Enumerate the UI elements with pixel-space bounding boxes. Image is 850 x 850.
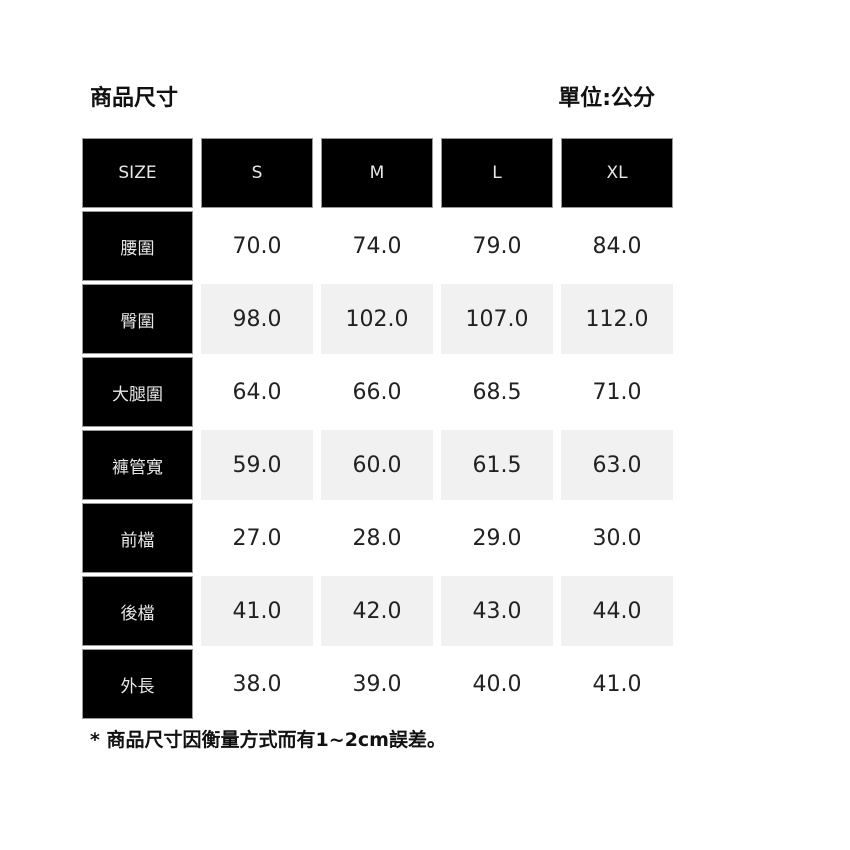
table-cell: 63.0 <box>561 430 673 500</box>
table-cell: 102.0 <box>321 284 433 354</box>
table-cell: 107.0 <box>441 284 553 354</box>
column-header: L <box>441 138 553 208</box>
unit-label: 單位:公分 <box>558 86 655 111</box>
row-header: 褲管寬 <box>82 430 193 500</box>
size-header: SIZE <box>82 138 193 208</box>
table-cell: 28.0 <box>352 525 402 551</box>
table-cell: 39.0 <box>352 671 402 697</box>
table-cell: 42.0 <box>321 576 433 646</box>
table-cell: 98.0 <box>201 284 313 354</box>
table-cell: 64.0 <box>232 379 282 405</box>
table-cell: 38.0 <box>232 671 282 697</box>
table-cell: 43.0 <box>441 576 553 646</box>
row-header: 腰圍 <box>82 211 193 281</box>
table-cell: 29.0 <box>472 525 522 551</box>
table-cell: 30.0 <box>592 525 642 551</box>
row-header: 臀圍 <box>82 284 193 354</box>
table-cell: 60.0 <box>321 430 433 500</box>
column-header: XL <box>561 138 673 208</box>
table-cell: 44.0 <box>561 576 673 646</box>
size-table: SIZE S M L XL 腰圍 70.0 74.0 79.0 84.0 臀圍 98.0 102.0 10… <box>82 138 673 719</box>
column-header: M <box>321 138 433 208</box>
footnote: * 商品尺寸因衡量方式而有1~2cm誤差。 <box>90 729 446 751</box>
table-cell: 41.0 <box>592 671 642 697</box>
table-cell: 84.0 <box>592 233 642 259</box>
table-cell: 40.0 <box>472 671 522 697</box>
table-cell: 61.5 <box>441 430 553 500</box>
table-cell: 59.0 <box>201 430 313 500</box>
row-header: 前檔 <box>82 503 193 573</box>
table-cell: 112.0 <box>561 284 673 354</box>
page-title: 商品尺寸 <box>90 86 179 111</box>
table-cell: 41.0 <box>201 576 313 646</box>
row-header: 後檔 <box>82 576 193 646</box>
row-header: 外長 <box>82 649 193 719</box>
table-cell: 27.0 <box>232 525 282 551</box>
column-header: S <box>201 138 313 208</box>
table-cell: 79.0 <box>472 233 522 259</box>
row-header: 大腿圍 <box>82 357 193 427</box>
table-cell: 68.5 <box>472 379 522 405</box>
table-cell: 66.0 <box>352 379 402 405</box>
table-cell: 74.0 <box>352 233 402 259</box>
table-cell: 71.0 <box>592 379 642 405</box>
table-cell: 70.0 <box>232 233 282 259</box>
